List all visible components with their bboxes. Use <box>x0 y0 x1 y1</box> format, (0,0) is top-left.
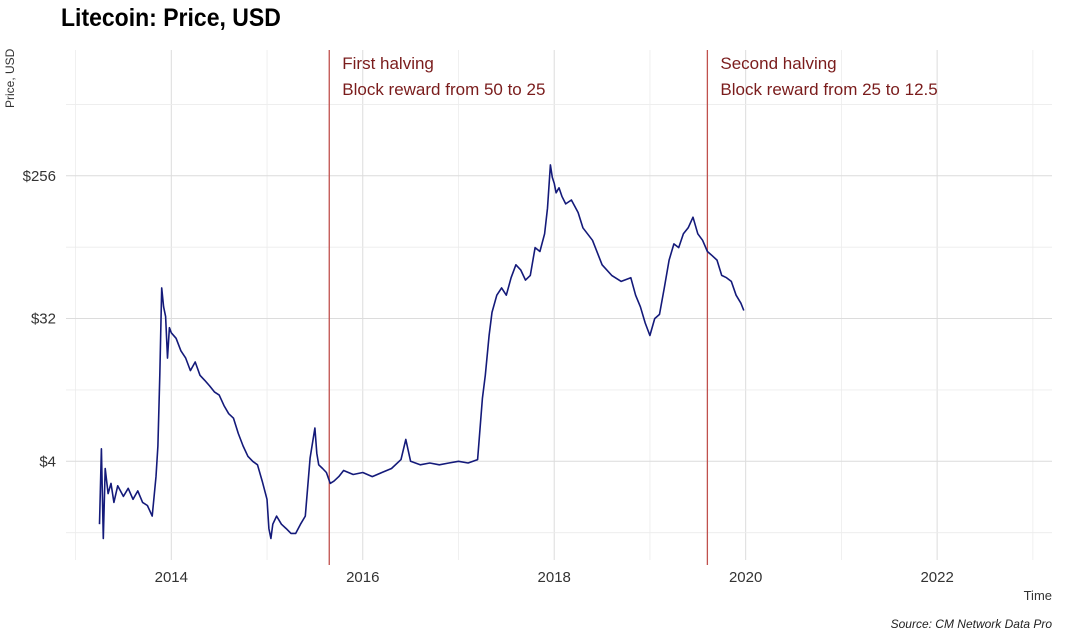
y-tick-label: $4 <box>39 453 56 470</box>
y-axis-ticks: $4 $32 $256 <box>23 168 56 471</box>
y-axis-label: Price, USD <box>3 48 17 108</box>
x-tick-label: 2018 <box>538 569 571 586</box>
halving-detail-1: Block reward from 50 to 25 <box>342 80 545 99</box>
x-tick-label: 2016 <box>346 569 379 586</box>
x-tick-label: 2014 <box>155 569 188 586</box>
x-axis-ticks: 2014 2016 2018 2020 2022 <box>155 569 954 586</box>
chart-title: Litecoin: Price, USD <box>61 4 281 32</box>
grid-lines <box>66 50 1052 560</box>
price-line-1 <box>98 164 745 540</box>
price-series <box>98 164 745 540</box>
halving-detail-2: Block reward from 25 to 12.5 <box>720 80 937 99</box>
x-tick-label: 2020 <box>729 569 762 586</box>
x-axis-label: Time <box>1024 588 1052 603</box>
y-tick-label: $256 <box>23 168 56 185</box>
source-note: Source: CM Network Data Pro <box>891 617 1053 630</box>
halving-title-2: Second halving <box>720 54 836 73</box>
halving-markers: First halving Block reward from 50 to 25 S… <box>328 50 938 565</box>
halving-title-1: First halving <box>342 54 434 73</box>
y-tick-label: $32 <box>31 311 56 328</box>
x-tick-label: 2022 <box>920 569 953 586</box>
